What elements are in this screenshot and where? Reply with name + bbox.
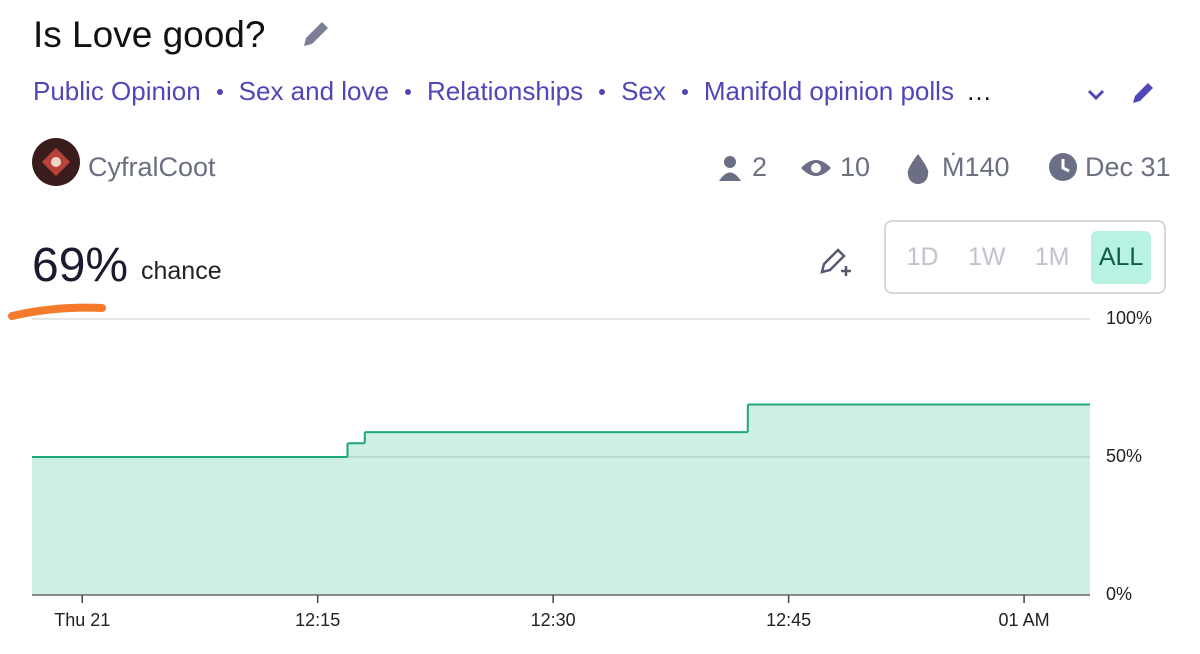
time-range-selector: 1D 1W 1M ALL [884,220,1166,294]
area-segment [32,457,348,595]
tag[interactable]: Relationships [426,76,584,106]
x-tick-label: 12:30 [531,610,576,630]
views-icon [801,160,831,176]
tag[interactable]: Sex and love [238,76,389,106]
avatar[interactable] [32,138,80,186]
tag-separator [404,88,411,95]
traders-count: 2 [752,152,768,182]
time-range-button[interactable]: 1M [1034,242,1070,271]
tag-separator [216,88,223,95]
close-date: Dec 31 [1085,152,1171,182]
x-tick-label: 01 AM [999,610,1050,630]
x-tick-label: 12:45 [766,610,811,630]
time-range-button[interactable]: 1W [967,242,1006,271]
probability: 69% [32,239,129,292]
volume-icon [907,154,929,184]
y-tick-label: 0% [1106,584,1132,604]
chart: 0% 50% 100% Thu 21 12:15 12:30 12:45 01 AM [32,308,1152,630]
market-title: Is Love good? [33,14,266,55]
traders-icon [719,156,741,181]
edit-icon[interactable] [300,16,334,50]
author-name[interactable]: CyfralCoot [88,152,216,182]
add-comment-icon[interactable] [818,244,858,278]
tag-separator [681,88,688,95]
tag[interactable]: Manifold opinion polls [703,76,954,106]
area-segment [347,443,365,595]
tag-separator [599,88,606,95]
time-range-button[interactable]: ALL [1090,230,1152,284]
close-date-icon [1049,153,1077,181]
views-count: 10 [840,152,871,182]
tag[interactable]: Sex [621,76,666,106]
expand-icon[interactable] [1084,82,1108,106]
annotation-underline [8,303,106,320]
y-tick-label: 100% [1106,308,1152,328]
tag-list: Public Opinion Sex and love Relationships S… [33,76,992,107]
x-tick-label: 12:15 [295,610,340,630]
volume: Ṁ140 [942,152,1010,182]
x-tick-label: Thu 21 [54,610,110,630]
area-segment [364,432,748,595]
probability-label: chance [141,257,222,285]
y-tick-label: 50% [1106,446,1142,466]
time-range-button[interactable]: 1D [906,242,939,271]
more-tags[interactable]: … [965,76,992,106]
area-segment [747,404,1090,595]
edit-tags-icon[interactable] [1130,78,1158,106]
tag[interactable]: Public Opinion [33,76,201,106]
